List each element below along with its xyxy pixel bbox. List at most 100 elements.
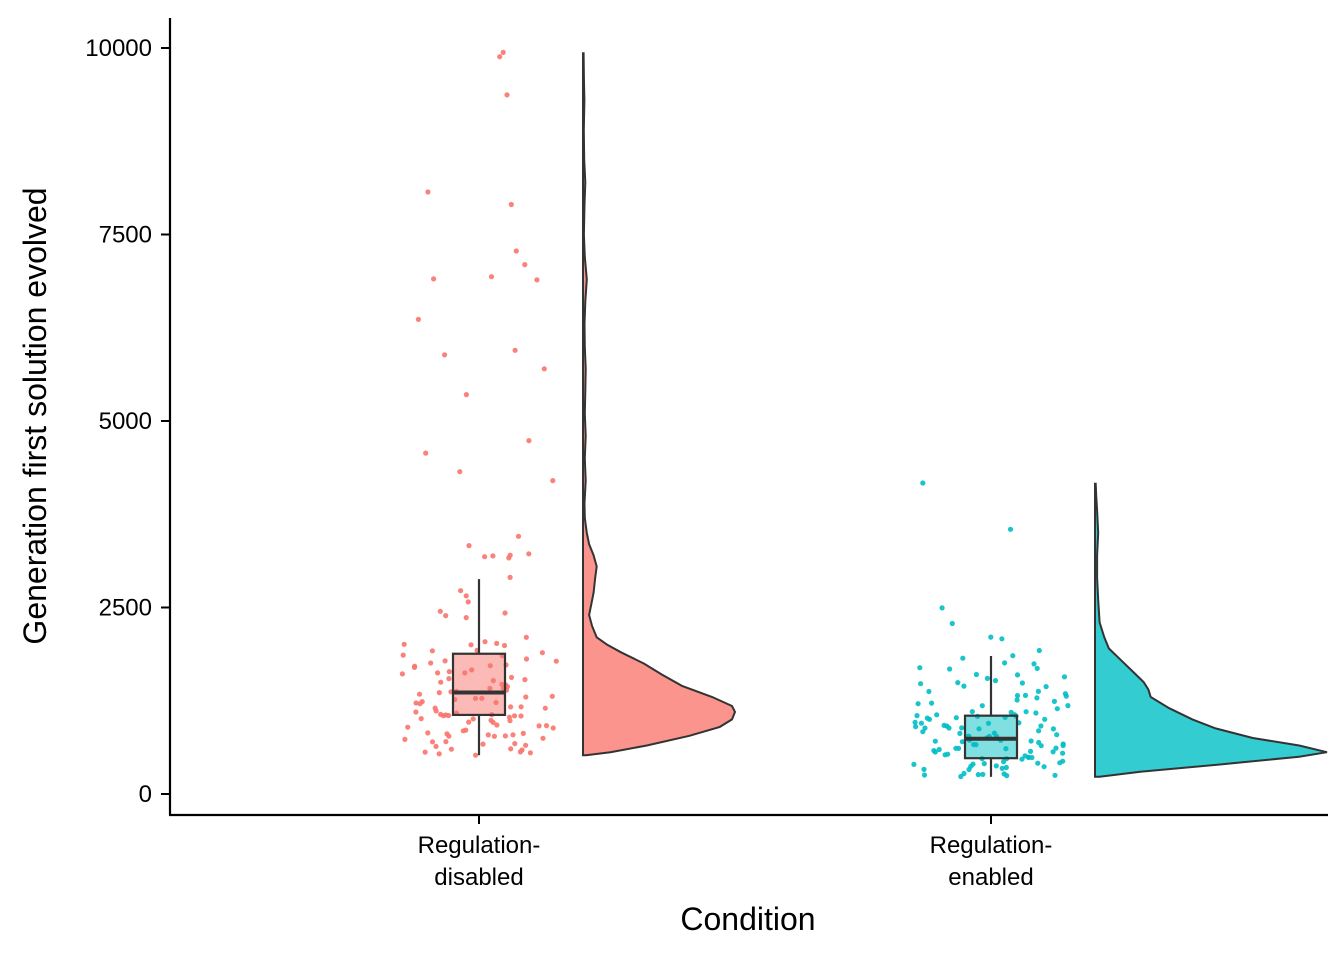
data-point <box>981 761 987 767</box>
box-iqr <box>451 652 507 717</box>
data-point <box>436 690 442 696</box>
data-point <box>1041 764 1047 770</box>
category-group <box>911 480 1328 780</box>
data-point <box>540 735 546 741</box>
data-point <box>482 639 488 645</box>
y-tick-label: 0 <box>139 781 152 808</box>
data-point <box>446 669 452 675</box>
data-point <box>511 713 518 719</box>
data-point <box>942 752 948 758</box>
data-point <box>932 738 938 744</box>
data-point <box>1050 749 1056 755</box>
data-point <box>959 725 965 731</box>
data-point <box>1043 684 1049 690</box>
data-point <box>1035 760 1041 766</box>
y-tick-label: 5000 <box>99 408 152 435</box>
data-point <box>1031 661 1037 667</box>
data-point <box>500 49 506 56</box>
data-point <box>539 650 546 656</box>
data-point <box>992 678 999 684</box>
data-point <box>920 729 926 735</box>
data-point <box>518 704 524 710</box>
plot-area <box>399 49 1328 780</box>
data-point <box>921 772 928 778</box>
data-point <box>975 772 981 778</box>
data-point <box>966 766 972 773</box>
data-point <box>490 553 496 559</box>
data-point <box>955 680 961 686</box>
data-point <box>494 722 500 728</box>
data-point <box>468 642 474 648</box>
data-point <box>463 593 469 599</box>
data-point <box>979 703 985 709</box>
data-point <box>522 677 528 683</box>
x-tick-label-line: enabled <box>948 864 1033 891</box>
data-point <box>470 716 476 722</box>
data-point <box>435 670 441 676</box>
x-tick-label: Regulation-disabled <box>418 832 541 891</box>
data-point <box>1054 706 1060 712</box>
data-point <box>553 658 559 664</box>
data-point <box>458 588 464 594</box>
data-point <box>915 701 921 707</box>
data-point <box>491 733 497 739</box>
data-point <box>1023 709 1029 715</box>
data-point <box>1028 738 1034 744</box>
y-tick-label: 10000 <box>85 35 152 62</box>
data-point <box>959 739 965 745</box>
data-point <box>911 761 917 768</box>
data-point <box>1033 710 1039 716</box>
data-point <box>999 765 1005 771</box>
y-axis-ticks: 0 2500 5000 7500 10000 <box>85 35 170 808</box>
data-point <box>1036 647 1042 654</box>
data-point <box>1061 674 1068 680</box>
data-point <box>1027 748 1034 755</box>
data-point <box>518 713 524 719</box>
data-point <box>1034 665 1040 672</box>
data-point <box>1034 695 1040 701</box>
data-point <box>488 274 495 280</box>
data-point <box>993 763 999 769</box>
data-point <box>508 704 514 710</box>
x-tick-label-line: disabled <box>434 864 523 891</box>
data-point <box>416 691 423 697</box>
data-point <box>988 634 994 640</box>
data-point <box>1014 697 1020 703</box>
data-point <box>520 730 526 737</box>
data-point <box>953 745 959 751</box>
data-point <box>1065 703 1071 709</box>
data-point <box>523 742 529 748</box>
data-point <box>929 700 935 706</box>
data-point <box>515 533 522 539</box>
data-point <box>431 276 437 282</box>
data-point <box>446 676 452 682</box>
data-point <box>429 648 435 654</box>
data-point <box>465 599 471 605</box>
data-point <box>947 666 953 672</box>
data-point <box>1014 672 1021 678</box>
data-point <box>425 730 431 736</box>
data-point <box>502 733 508 739</box>
data-point <box>1002 660 1008 666</box>
x-tick-label: Regulation-enabled <box>930 832 1053 891</box>
y-tick-label: 2500 <box>99 595 152 622</box>
data-point <box>412 663 418 669</box>
data-point <box>446 733 452 739</box>
data-point <box>413 709 419 715</box>
data-point <box>506 555 512 561</box>
data-point <box>957 730 963 737</box>
x-tick-label-line: Regulation- <box>418 832 541 859</box>
data-point <box>405 724 411 730</box>
data-point <box>436 751 442 757</box>
data-point <box>428 660 434 666</box>
data-point <box>433 743 439 750</box>
data-point <box>541 366 547 372</box>
data-point <box>415 316 421 322</box>
data-point <box>442 658 448 664</box>
data-point <box>961 683 967 689</box>
data-point <box>418 716 424 722</box>
data-point <box>936 746 942 753</box>
y-axis-title: Generation first solution evolved <box>17 187 53 644</box>
data-point <box>523 634 529 640</box>
data-point <box>926 688 932 695</box>
